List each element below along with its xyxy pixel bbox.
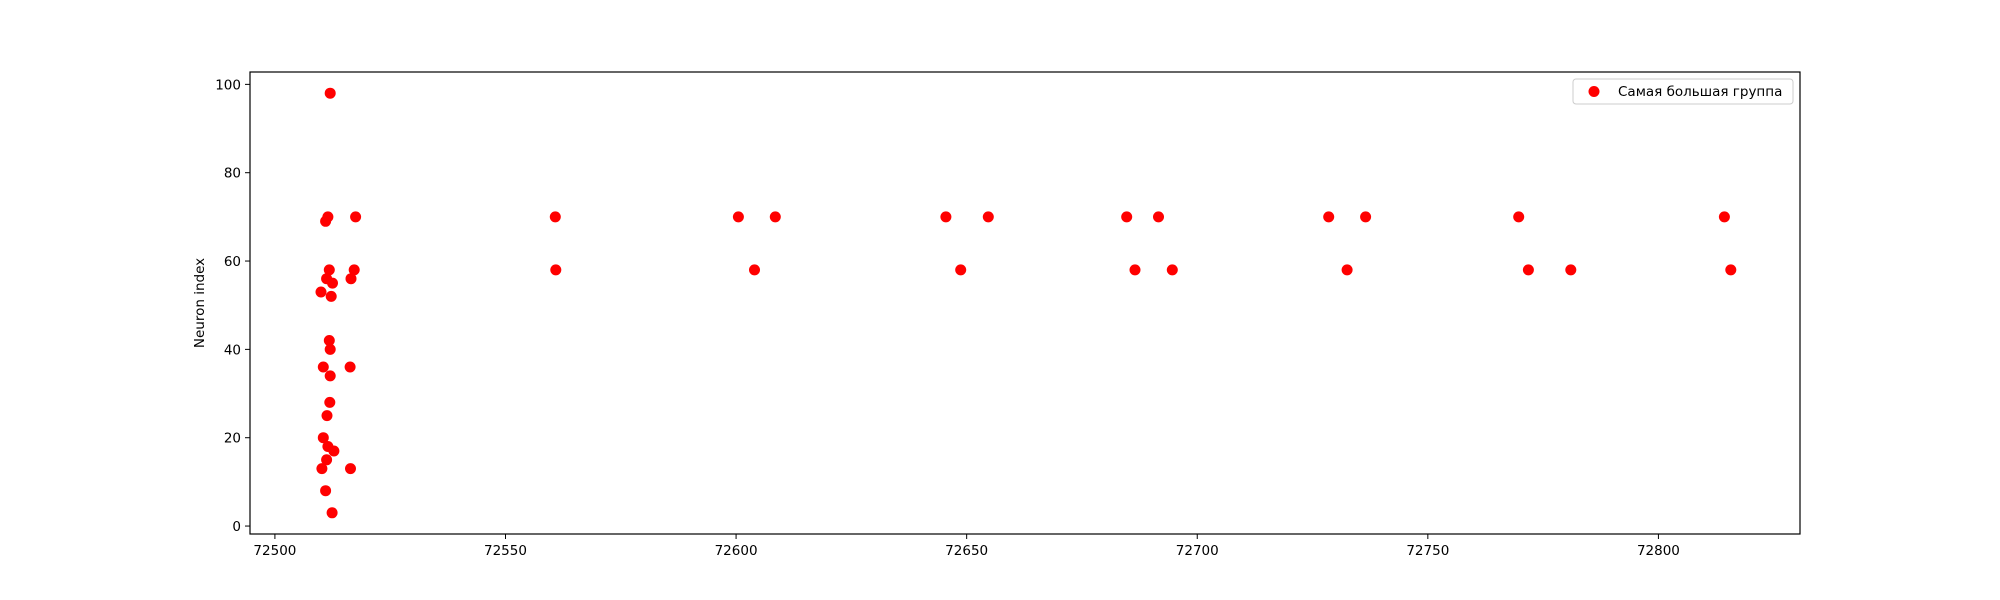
- data-point: [749, 264, 760, 276]
- y-axis-label: Neuron index: [192, 258, 208, 348]
- data-point: [1323, 211, 1335, 223]
- data-point: [350, 211, 362, 223]
- data-point: [732, 211, 744, 223]
- data-point: [321, 410, 333, 422]
- y-tick-label: 40: [224, 342, 241, 358]
- y-tick-label: 60: [224, 254, 241, 270]
- data-point: [320, 485, 332, 497]
- data-point: [315, 286, 327, 298]
- data-points: [315, 87, 1737, 519]
- data-point: [1718, 211, 1730, 223]
- data-point: [345, 463, 356, 475]
- data-point: [940, 211, 952, 223]
- x-tick-label: 72500: [253, 543, 296, 559]
- y-axis-ticks: 0 20 40 60 80 100: [215, 77, 250, 535]
- data-point: [344, 361, 356, 373]
- x-tick-label: 72700: [1176, 543, 1219, 559]
- y-tick-label: 0: [232, 519, 241, 535]
- data-point: [328, 445, 340, 457]
- x-axis-ticks: 72500 72550 72600 72650 72700 72750 72800: [253, 534, 1680, 559]
- data-point: [982, 211, 994, 223]
- legend: Самая большая группа: [1572, 78, 1794, 105]
- data-point: [326, 507, 338, 519]
- data-point: [1522, 264, 1534, 276]
- data-point: [1129, 264, 1141, 276]
- data-point: [323, 264, 335, 276]
- y-tick-label: 100: [215, 77, 241, 93]
- y-tick-label: 80: [224, 166, 241, 182]
- y-tick-label: 20: [224, 431, 241, 447]
- data-point: [325, 290, 337, 302]
- data-point: [345, 273, 357, 285]
- x-tick-label: 72600: [715, 543, 758, 559]
- data-point: [549, 211, 561, 223]
- data-point: [1341, 264, 1353, 276]
- legend-label: Самая большая группа: [1618, 84, 1782, 100]
- x-tick-label: 72800: [1637, 543, 1680, 559]
- x-tick-label: 72550: [484, 543, 527, 559]
- data-point: [348, 264, 360, 276]
- data-point: [327, 277, 338, 289]
- data-point: [550, 264, 562, 276]
- data-point: [1725, 264, 1737, 276]
- data-point: [321, 454, 333, 466]
- data-point: [317, 432, 329, 444]
- axes-frame: [249, 71, 1801, 535]
- data-point: [1153, 211, 1164, 223]
- data-point: [323, 335, 335, 346]
- data-point: [320, 215, 332, 227]
- data-point: [324, 370, 336, 382]
- data-point: [1360, 211, 1372, 223]
- data-point: [324, 87, 336, 99]
- legend-box: [1572, 78, 1794, 105]
- data-point: [316, 463, 328, 475]
- data-point: [1513, 211, 1525, 223]
- data-point: [1121, 211, 1133, 223]
- data-point: [1565, 264, 1577, 276]
- data-point: [1166, 264, 1178, 276]
- plot-area: [250, 72, 1800, 534]
- data-point: [769, 211, 781, 223]
- data-point: [317, 361, 329, 373]
- x-tick-label: 72750: [1406, 543, 1449, 559]
- data-point: [955, 264, 967, 276]
- legend-marker: [1588, 86, 1600, 97]
- x-tick-label: 72650: [945, 543, 988, 559]
- data-point: [324, 343, 336, 355]
- data-point: [324, 396, 336, 408]
